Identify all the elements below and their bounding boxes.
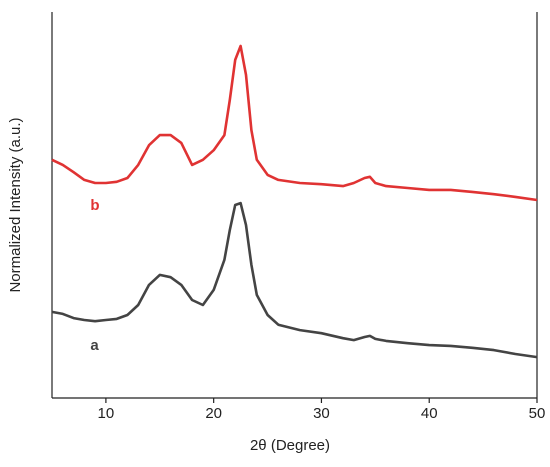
x-tick-label: 30 <box>313 405 330 422</box>
x-axis-label: 2θ (Degree) <box>250 437 330 454</box>
line-series <box>51 44 538 202</box>
x-tick-label: 40 <box>421 405 438 422</box>
series-label: a <box>90 337 99 354</box>
line-series <box>51 201 538 359</box>
x-tick-label: 10 <box>98 405 115 422</box>
x-tick-label: 20 <box>205 405 222 422</box>
x-tick-label: 50 <box>529 405 546 422</box>
y-axis-label: Normalized Intensity (a.u.) <box>7 117 24 292</box>
series-label: b <box>90 197 99 214</box>
